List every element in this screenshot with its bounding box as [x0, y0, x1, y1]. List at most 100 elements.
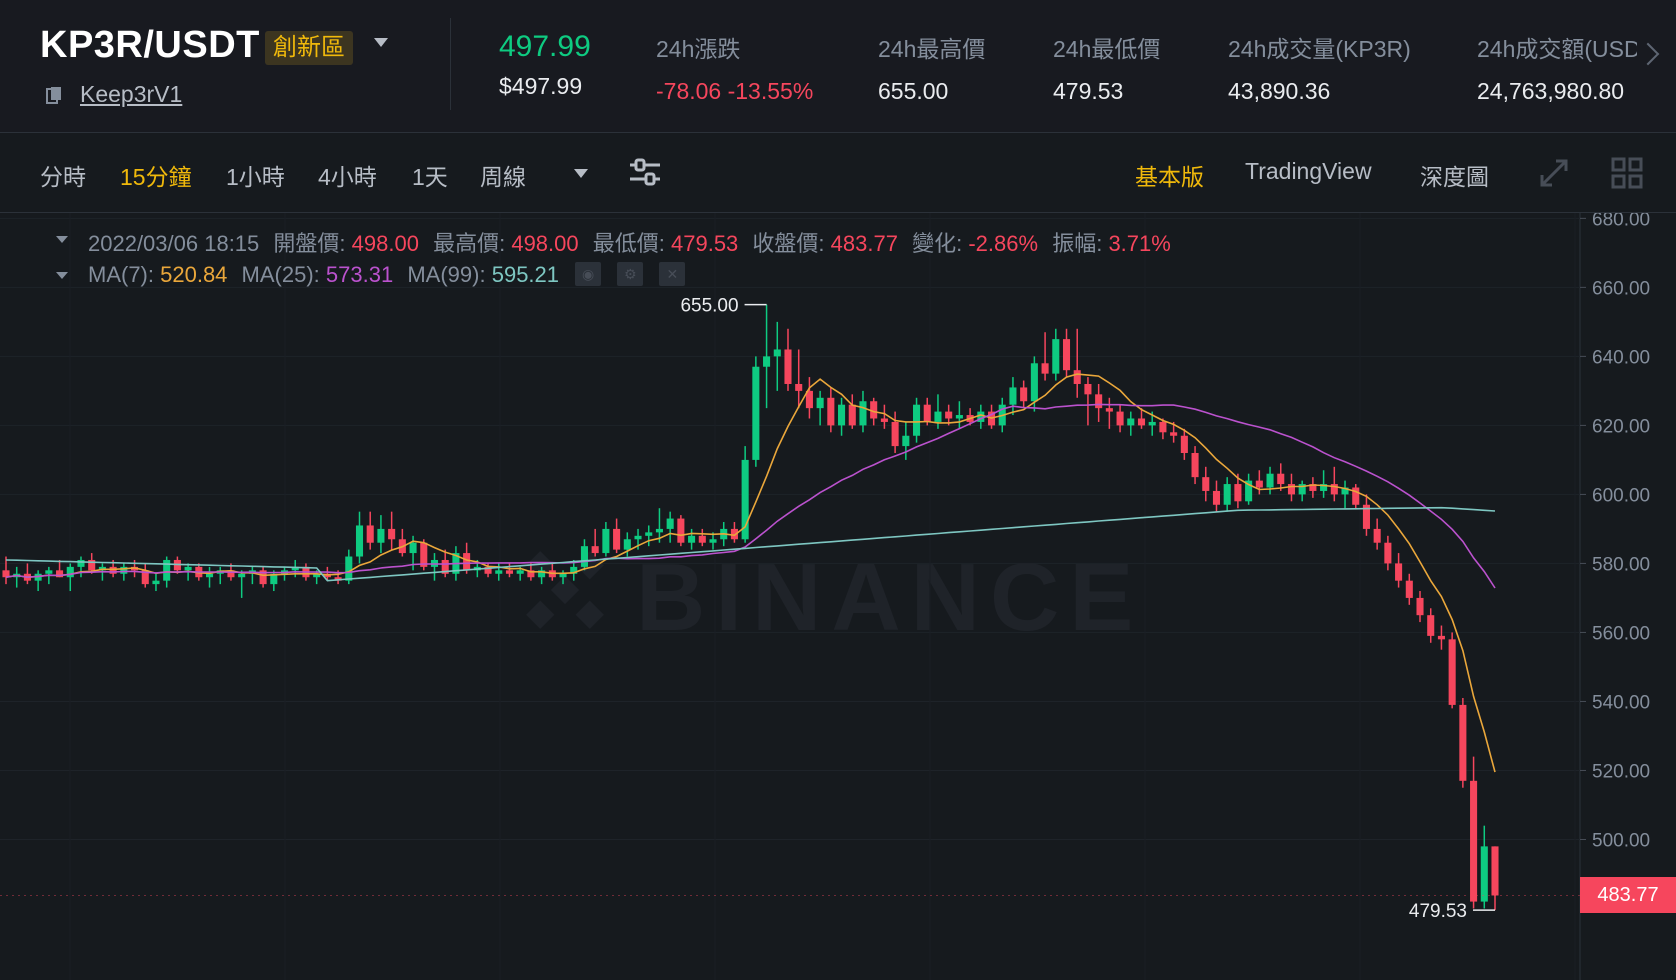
candle-up — [120, 566, 128, 574]
candle-down — [1287, 484, 1296, 495]
candle-down — [1330, 484, 1338, 495]
candle-down — [505, 570, 514, 574]
timeframe-tab[interactable]: 分時 — [40, 164, 86, 190]
candle-up — [1052, 339, 1060, 374]
amplitude-value: 3.71% — [1108, 231, 1171, 256]
collapse-triangle-icon[interactable] — [56, 272, 68, 279]
candle-up — [377, 528, 385, 543]
candle-up — [77, 559, 85, 567]
candle-down — [891, 421, 899, 447]
low-value: 479.53 — [671, 231, 739, 256]
candle-down — [1416, 597, 1424, 616]
candle-up — [1480, 846, 1488, 902]
high-label: 最高價: — [433, 231, 506, 256]
candle-down — [56, 570, 64, 578]
stat-label: 24h成交量(KP3R) — [1228, 36, 1411, 62]
close-icon[interactable]: ✕ — [659, 262, 686, 287]
candle-up — [1245, 480, 1253, 502]
y-axis-tick-label: 600.00 — [1592, 485, 1650, 506]
amplitude-label: 振幅: — [1052, 231, 1103, 256]
candle-down — [1277, 473, 1285, 485]
y-axis-tick-label: 560.00 — [1592, 623, 1650, 644]
candle-down — [1352, 487, 1360, 505]
candle-down — [1084, 383, 1092, 395]
y-axis-tick-label: 680.00 — [1592, 213, 1650, 230]
timeframe-tab[interactable]: 1小時 — [226, 164, 285, 190]
candle-up — [270, 573, 278, 585]
candle-down — [334, 577, 342, 581]
candle-down — [1405, 580, 1413, 598]
y-axis-tick-label: 500.00 — [1592, 830, 1650, 851]
candle-up — [902, 435, 910, 447]
fullscreen-icon[interactable] — [1538, 157, 1570, 189]
candle-down — [1041, 363, 1049, 374]
candle-up — [1266, 473, 1274, 488]
stat-value: 43,890.36 — [1228, 78, 1331, 104]
candle-up — [238, 573, 246, 578]
collapse-triangle-icon[interactable] — [56, 236, 68, 243]
view-tradingview-tab[interactable]: TradingView — [1245, 158, 1372, 184]
chart-toolbar: 分時 15分鐘 1小時 4小時 1天 周線 基本版 TradingView 深度… — [0, 133, 1676, 213]
candle-down — [2, 570, 10, 578]
ticker-header: KP3R/USDT 創新區 Keep3rV1 497.99 $497.99 24… — [0, 0, 1676, 133]
kline-chart-area[interactable]: BINANCE 680.00 660.00 640.00 620.00 600.00 58… — [0, 213, 1676, 980]
candle-up — [655, 528, 663, 533]
candle-down — [827, 397, 835, 426]
view-depth-tab[interactable]: 深度圖 — [1420, 164, 1489, 190]
candle-down — [1362, 504, 1370, 529]
candle-down — [1309, 484, 1317, 491]
candle-up — [355, 525, 364, 557]
ma25-line — [5, 403, 1496, 589]
y-axis-tick-label: 620.00 — [1592, 416, 1650, 437]
candle-up — [709, 539, 717, 543]
candle-down — [141, 570, 149, 585]
open-label: 開盤價: — [273, 231, 346, 256]
token-info-link[interactable]: Keep3rV1 — [80, 81, 183, 107]
timeframe-tab[interactable]: 1天 — [412, 164, 448, 190]
candle-down — [88, 559, 96, 571]
candle-down — [677, 518, 685, 543]
timeframe-tab[interactable]: 周線 — [480, 164, 526, 190]
candle-down — [1116, 411, 1124, 426]
candle-up — [45, 570, 53, 574]
ma99-value: 595.21 — [491, 262, 560, 287]
candle-down — [1470, 780, 1478, 902]
candle-up — [977, 411, 985, 422]
change-value: -2.86% — [968, 231, 1039, 256]
candle-down — [1095, 394, 1103, 409]
close-label: 收盤價: — [752, 231, 825, 256]
y-axis-tick-label: 540.00 — [1592, 692, 1650, 713]
ma25-label: MA(25): — [241, 262, 320, 287]
candle-up — [1148, 421, 1156, 426]
ma7-label: MA(7): — [88, 262, 154, 287]
candle-down — [1180, 435, 1188, 453]
open-value: 498.00 — [351, 231, 419, 256]
candle-down — [1491, 846, 1499, 896]
timeframe-tab-active[interactable]: 15分鐘 — [120, 164, 192, 190]
high-marker-label: 655.00 — [680, 296, 738, 317]
candle-down — [805, 390, 813, 409]
chevron-right-icon[interactable] — [1636, 42, 1660, 66]
settings-sliders-icon[interactable] — [628, 157, 662, 187]
candlestick-chart[interactable]: 680.00 660.00 640.00 620.00 600.00 580.00 560.… — [0, 213, 1676, 980]
candle-up — [1341, 487, 1349, 495]
pair-dropdown-icon[interactable] — [374, 38, 388, 47]
ma7-value: 520.84 — [160, 262, 228, 287]
more-timeframes-icon[interactable] — [574, 169, 588, 178]
view-basic-tab[interactable]: 基本版 — [1135, 164, 1204, 190]
low-label: 最低價: — [592, 231, 665, 256]
candle-down — [1159, 421, 1167, 433]
layout-grid-icon[interactable] — [1611, 157, 1643, 189]
candle-up — [859, 401, 867, 426]
stat-value: 24,763,980.80 — [1477, 78, 1625, 104]
timeframe-tab[interactable]: 4小時 — [318, 164, 377, 190]
candle-down — [848, 404, 856, 426]
candle-down — [420, 542, 428, 567]
candle-down — [1459, 704, 1467, 781]
candle-up — [1127, 418, 1135, 426]
stat-label: 24h漲跌 — [656, 36, 741, 62]
trading-pair-title[interactable]: KP3R/USDT — [40, 24, 260, 66]
gear-icon[interactable]: ⚙ — [617, 262, 644, 287]
eye-icon[interactable]: ◉ — [575, 262, 602, 287]
candle-up — [1298, 484, 1306, 495]
